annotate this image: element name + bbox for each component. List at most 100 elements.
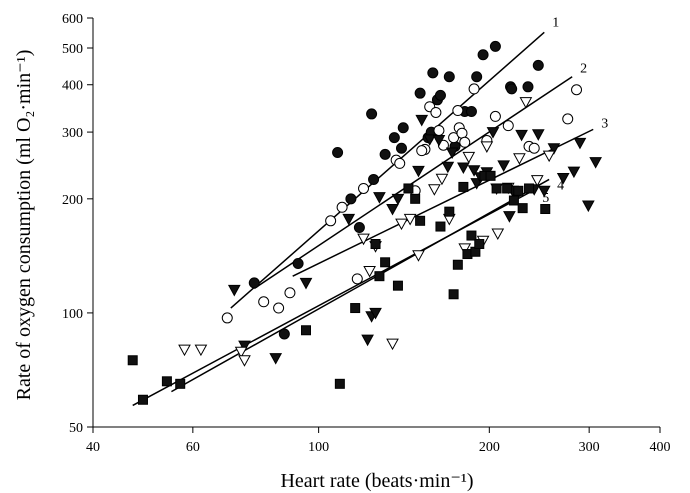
filled-down-triangle-marker [269, 353, 283, 365]
x-tick-label: 60 [186, 440, 200, 455]
filled-down-triangle-marker [432, 134, 446, 147]
filled-circle-marker [292, 258, 304, 270]
filled-circle-marker [353, 222, 365, 234]
open-down-triangle-marker [458, 243, 472, 255]
y-axis-title: Rate of oxygen consumption (ml O₂·min⁻¹) [13, 50, 35, 401]
filled-circle-marker [345, 193, 357, 205]
filled-square-marker [410, 193, 421, 204]
filled-down-triangle-marker [238, 340, 251, 353]
filled-circle-marker [278, 328, 290, 340]
open-circle-marker [273, 302, 285, 314]
open-circle-marker [416, 145, 428, 157]
filled-down-triangle-marker [537, 185, 551, 198]
filled-square-marker [370, 238, 381, 249]
filled-down-triangle-marker [373, 192, 386, 204]
filled-square-marker [485, 170, 496, 181]
open-down-triangle-marker [412, 250, 425, 262]
fit-line-label-2: 2 [580, 62, 587, 77]
open-down-triangle-marker [530, 175, 544, 187]
filled-circle-marker [489, 40, 501, 52]
open-circle-marker [452, 105, 464, 117]
filled-square-marker [392, 280, 403, 291]
fit-line-3 [292, 128, 594, 277]
filled-down-triangle-marker [497, 160, 511, 172]
open-circle-marker [489, 110, 501, 122]
filled-circle-marker [414, 87, 426, 99]
open-circle-marker [468, 83, 480, 95]
filled-square-marker [513, 185, 524, 196]
x-tick-label: 100 [308, 440, 329, 455]
filled-square-marker [374, 271, 385, 282]
filled-down-triangle-marker [567, 166, 581, 179]
filled-circle-marker [471, 71, 483, 83]
fit-line-1 [230, 31, 545, 309]
open-down-triangle-marker [234, 346, 248, 359]
filled-down-triangle-marker [386, 204, 399, 216]
open-circle-marker [448, 132, 460, 144]
y-tick-label: 200 [62, 193, 83, 208]
filled-down-triangle-marker [547, 143, 561, 155]
open-down-triangle-marker [238, 355, 251, 367]
x-tick-label: 400 [650, 440, 671, 455]
filled-down-triangle-marker [369, 307, 382, 320]
filled-down-triangle-marker [589, 157, 602, 169]
fit-line-label-1: 1 [552, 15, 559, 30]
y-tick-label: 100 [62, 307, 83, 322]
open-circle-marker [325, 215, 337, 227]
filled-square-marker [334, 378, 345, 389]
filled-down-triangle-marker [445, 147, 459, 160]
open-circle-marker [430, 106, 442, 118]
open-down-triangle-marker [491, 228, 505, 241]
filled-down-triangle-marker [467, 165, 481, 177]
open-down-triangle-marker [395, 218, 408, 231]
filled-square-marker [452, 259, 463, 270]
open-circle-marker [528, 142, 540, 154]
filled-down-triangle-marker [412, 165, 425, 178]
open-down-triangle-marker [435, 173, 449, 186]
open-circle-marker [562, 113, 574, 125]
filled-down-triangle-marker [391, 193, 405, 206]
filled-square-marker [474, 238, 485, 249]
y-axis-ticks: 50 100 200 300 400 500 600 [62, 12, 93, 436]
fit-line-2 [253, 76, 573, 290]
filled-down-triangle-marker [441, 161, 455, 174]
open-circle-marker [358, 182, 370, 194]
filled-circle-marker [434, 89, 446, 101]
filled-square-marker [301, 325, 312, 336]
filled-down-triangle-marker [581, 200, 595, 213]
filled-down-triangle-marker [423, 134, 437, 146]
fit-line-5 [132, 189, 535, 407]
y-tick-label: 300 [62, 126, 83, 141]
filled-circle-marker [379, 148, 391, 160]
filled-square-marker [380, 257, 391, 268]
filled-circle-marker [443, 71, 455, 83]
open-down-triangle-marker [542, 150, 556, 163]
open-down-triangle-marker [403, 213, 417, 226]
open-circle-marker [351, 273, 363, 285]
open-down-triangle-marker [519, 97, 533, 109]
y-tick-label: 400 [62, 79, 83, 94]
x-tick-label: 40 [86, 440, 100, 455]
filled-square-marker [444, 206, 455, 217]
filled-circle-marker [332, 147, 344, 159]
open-down-triangle-marker [428, 184, 441, 196]
open-circle-marker [456, 127, 468, 139]
filled-square-marker [517, 203, 528, 214]
filled-circle-marker [368, 173, 380, 185]
filled-circle-marker [522, 81, 534, 93]
data-markers [127, 40, 602, 405]
open-circle-marker [284, 287, 296, 299]
filled-square-marker [161, 376, 172, 387]
filled-down-triangle-marker [503, 211, 516, 223]
open-circle-marker [336, 201, 348, 213]
fit-line-label-4: 4 [557, 178, 564, 193]
filled-down-triangle-marker [361, 334, 374, 347]
filled-down-triangle-marker [299, 277, 313, 290]
filled-circle-marker [248, 277, 260, 289]
filled-circle-marker [506, 83, 518, 95]
filled-square-marker [127, 355, 138, 366]
open-down-triangle-marker [178, 344, 191, 357]
open-circle-marker [459, 136, 471, 148]
filled-circle-marker [532, 59, 544, 71]
filled-down-triangle-marker [342, 213, 356, 226]
